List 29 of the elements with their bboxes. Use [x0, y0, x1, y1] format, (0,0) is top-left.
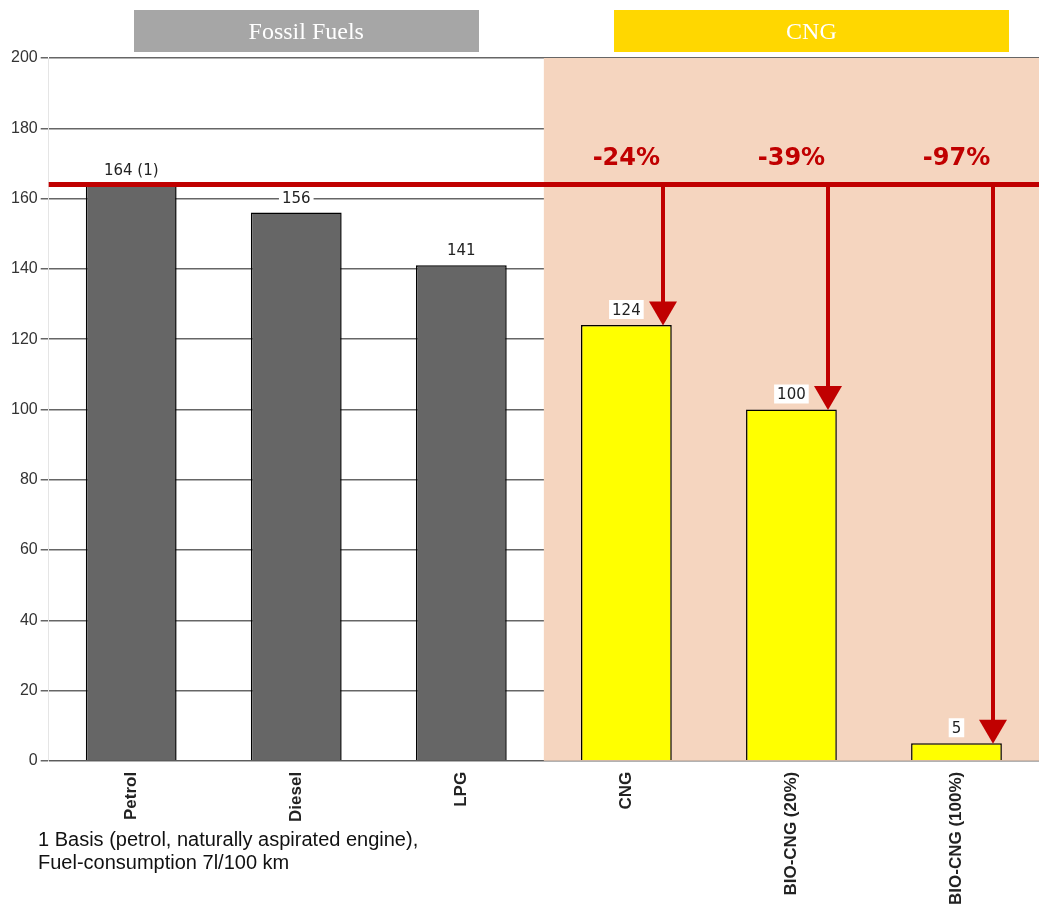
y-tick-label: 120: [10, 329, 38, 347]
annotation: -24%: [591, 142, 662, 171]
y-tick-label: 200: [10, 48, 38, 66]
data-label: 141: [447, 241, 476, 260]
data-label: 100: [777, 385, 806, 404]
y-tick-label: 40: [19, 610, 38, 628]
x-tick-label: CNG: [616, 771, 636, 810]
y-tick-label: 0: [28, 751, 38, 769]
text: Fossil Fuels: [133, 10, 479, 52]
y-tick-label: 180: [10, 118, 38, 136]
y-tick-label: 160: [10, 188, 38, 206]
data-label: 5: [951, 719, 962, 738]
y-tick-label: 140: [10, 259, 38, 277]
x-tick-label: LPG: [451, 771, 471, 807]
y-tick-label: 20: [19, 680, 38, 698]
y-tick-label: 80: [19, 470, 38, 488]
data-label: 124: [612, 301, 641, 320]
x-tick-label: BIO-CNG (100%): [946, 771, 966, 905]
y-tick-label: 60: [19, 540, 38, 558]
annotation: -97%: [921, 142, 992, 171]
x-tick-label: Diesel: [285, 771, 305, 822]
x-tick-label: BIO-CNG (20%): [781, 771, 801, 896]
y-tick-label: 100: [10, 399, 38, 417]
annotation: -39%: [756, 142, 827, 171]
data-label: 156: [281, 188, 311, 207]
text: CNG: [613, 10, 1009, 52]
text: 1 Basis (petrol, naturally aspirated engine), Fuel-consumption 7l/100 km: [38, 828, 438, 874]
data-label: 164 (1): [103, 160, 159, 179]
x-tick-label: Petrol: [120, 771, 140, 820]
